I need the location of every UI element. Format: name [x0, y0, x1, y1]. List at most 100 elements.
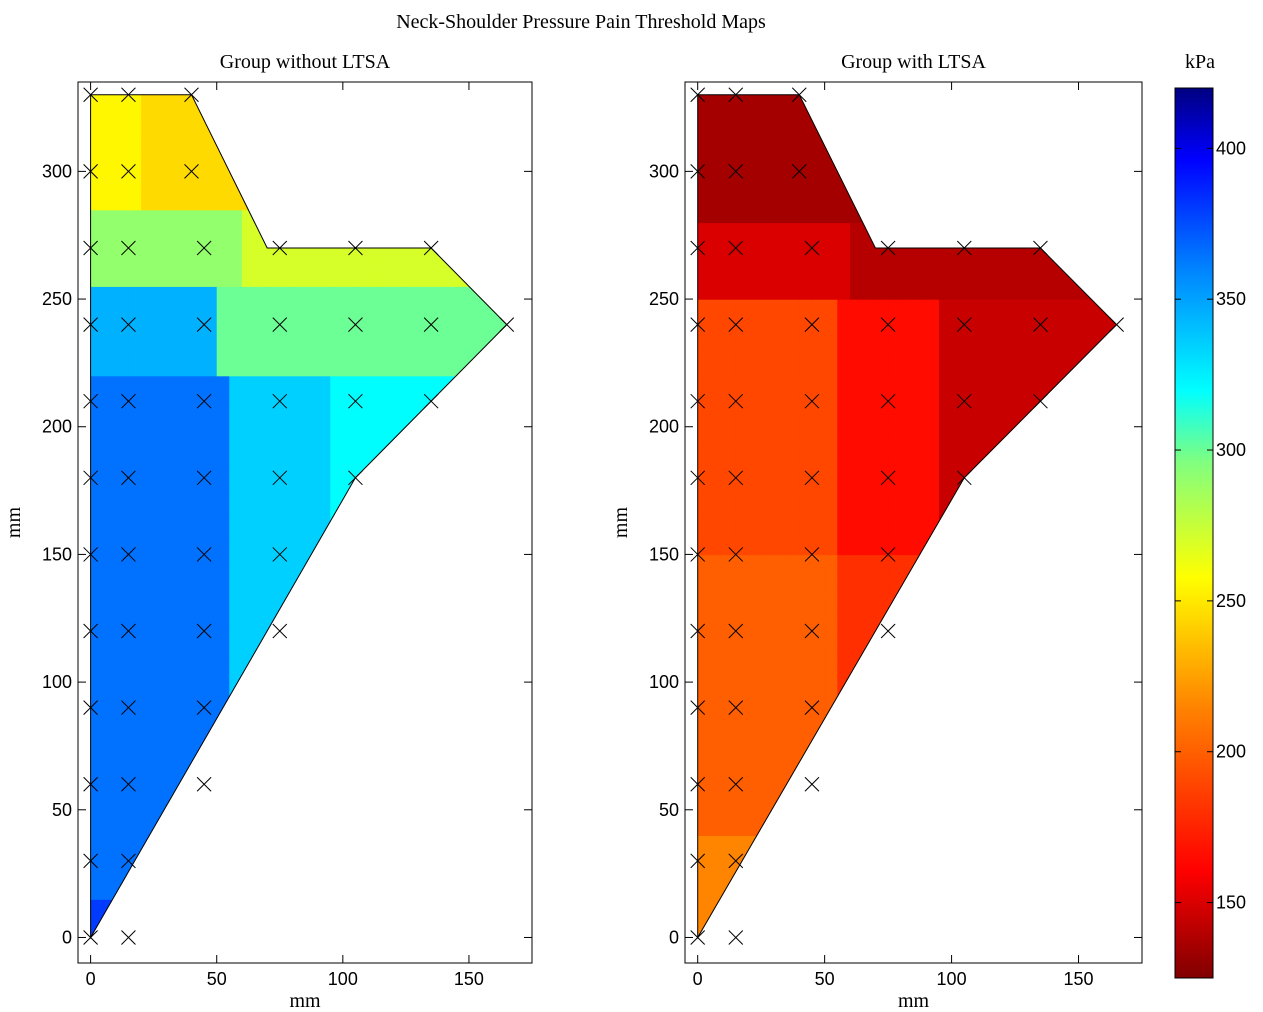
heatmap-cell [468, 477, 483, 492]
heatmap-cell [951, 426, 965, 441]
heatmap-cell [431, 286, 445, 300]
heatmap-cell [951, 784, 965, 798]
heatmap-cell [773, 196, 788, 211]
heatmap-cell [710, 401, 724, 415]
heatmap-cell [951, 873, 965, 887]
heatmap-cell [1015, 426, 1029, 441]
heatmap-cell [494, 860, 507, 875]
heatmap-cell [317, 260, 331, 275]
heatmap-cell [481, 873, 495, 887]
heatmap-cell [1103, 145, 1117, 160]
heatmap-cell [1091, 209, 1105, 224]
heatmap-cell [342, 873, 356, 887]
heatmap-cell [1103, 375, 1117, 390]
heatmap-cell [229, 631, 243, 645]
heatmap-cell [153, 516, 167, 530]
heatmap-cell [393, 848, 407, 862]
heatmap-cell [938, 860, 953, 875]
heatmap-cell [723, 682, 737, 696]
heatmap-cell [355, 911, 369, 926]
heatmap-cell [710, 848, 724, 862]
heatmap-cell [166, 260, 180, 275]
heatmap-cell [862, 209, 876, 224]
heatmap-cell [1091, 733, 1105, 747]
heatmap-cell [1040, 758, 1054, 773]
heatmap-cell [456, 631, 470, 645]
heatmap-cell [989, 107, 1003, 121]
heatmap-cell [368, 133, 382, 147]
heatmap-cell [926, 784, 940, 798]
heatmap-cell [1053, 516, 1067, 530]
heatmap-cell [1078, 235, 1092, 249]
heatmap-cell [786, 733, 800, 747]
heatmap-cell [748, 809, 762, 824]
heatmap-cell [166, 707, 180, 721]
heatmap-cell [305, 145, 319, 160]
heatmap-cell [405, 745, 420, 760]
heatmap-cell [368, 235, 382, 249]
heatmap-cell [951, 439, 965, 453]
heatmap-cell [380, 822, 394, 836]
heatmap-cell [1117, 133, 1130, 146]
heatmap-cell [204, 490, 218, 504]
heatmap-cell [926, 452, 940, 466]
heatmap-cell [875, 809, 889, 824]
heatmap-cell [115, 580, 129, 594]
heatmap-cell [481, 145, 495, 160]
heatmap-cell [342, 784, 356, 798]
heatmap-cell [1053, 618, 1067, 632]
heatmap-cell [342, 682, 356, 696]
heatmap-cell [254, 158, 268, 172]
heatmap-cell [888, 273, 902, 287]
heatmap-cell [115, 107, 129, 121]
heatmap-cell [1065, 771, 1080, 785]
heatmap-cell [850, 822, 864, 836]
heatmap-cell [850, 107, 864, 121]
heatmap-cell [811, 733, 826, 747]
heatmap-cell [166, 631, 180, 645]
heatmap-cell [786, 184, 800, 198]
heatmap-cell [317, 745, 331, 760]
heatmap-cell [507, 720, 520, 733]
heatmap-cell [229, 809, 243, 824]
heatmap-cell [405, 554, 420, 568]
heatmap-cell [850, 133, 864, 147]
heatmap-cell [153, 133, 167, 147]
heatmap-cell [254, 835, 268, 849]
heatmap-cell [748, 516, 762, 530]
heatmap-cell [1091, 362, 1105, 377]
heatmap-cell [811, 567, 826, 581]
measurement-point [690, 393, 706, 409]
measurement-point [728, 700, 744, 715]
heatmap-cell [1053, 592, 1067, 607]
heatmap-cell [977, 94, 991, 109]
heatmap-cell [938, 809, 953, 824]
measurement-point [121, 700, 136, 715]
heatmap-cell [481, 196, 495, 211]
heatmap-cell [507, 925, 520, 938]
heatmap-cell [216, 401, 230, 415]
heatmap-cell [178, 222, 193, 236]
heatmap-cell [368, 835, 382, 849]
heatmap-cell [799, 528, 813, 543]
heatmap-cell [216, 158, 230, 172]
heatmap-cell [507, 337, 520, 350]
heatmap-cell [964, 605, 978, 619]
heatmap-cell [418, 911, 432, 926]
heatmap-cell [900, 375, 915, 390]
heatmap-cell [292, 184, 306, 198]
heatmap-cell [977, 107, 991, 121]
heatmap-cell [735, 886, 750, 900]
heatmap-cell [342, 260, 356, 275]
heatmap-cell [254, 580, 268, 594]
heatmap-cell [1002, 643, 1016, 658]
heatmap-cell [697, 439, 711, 453]
heatmap-cell [900, 528, 915, 543]
heatmap-cell [166, 656, 180, 670]
heatmap-cell [913, 707, 927, 721]
heatmap-cell [405, 835, 420, 849]
heatmap-cell [279, 860, 293, 875]
heatmap-cell [913, 580, 927, 594]
heatmap-cell [292, 362, 306, 377]
heatmap-cell [393, 120, 407, 134]
